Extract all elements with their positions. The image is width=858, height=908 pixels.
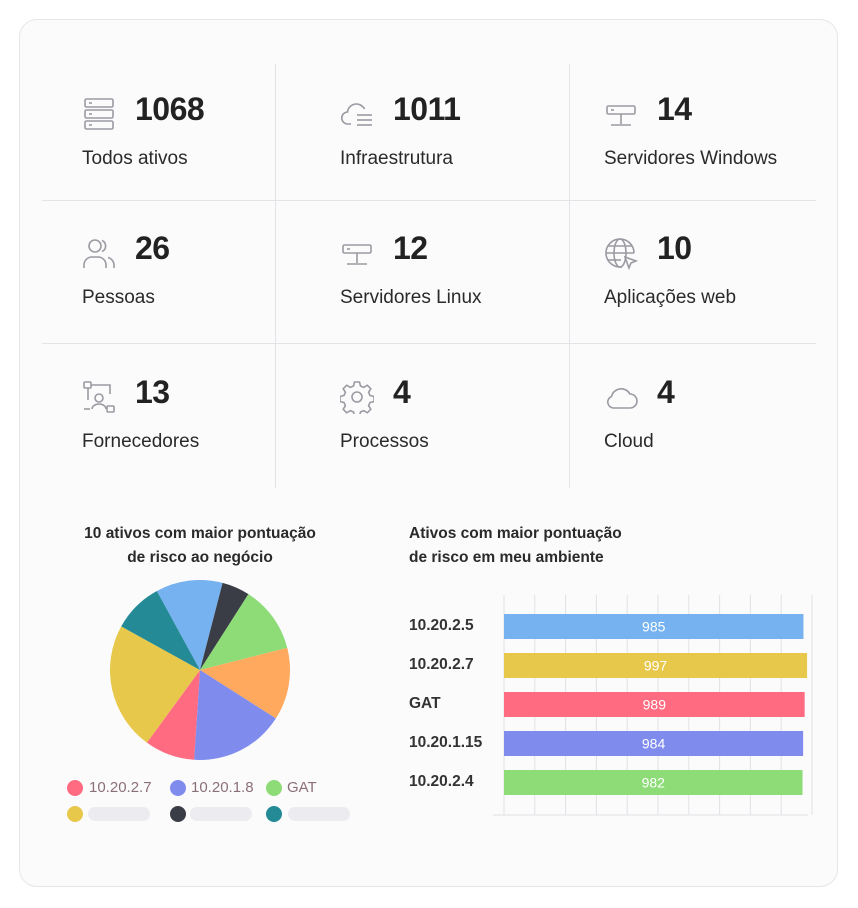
cloud-icon [604,380,638,414]
stat-label: Fornecedores [82,431,200,452]
legend-swatch [67,780,83,796]
pie-slice[interactable] [109,626,200,743]
stat-count: 13 [135,374,170,410]
stat-label: Cloud [604,431,654,452]
stat-label: Pessoas [82,287,155,308]
supplier-network-icon [82,380,116,414]
grid-divider [569,64,570,488]
legend-placeholder [288,807,350,821]
pie-slice[interactable] [194,670,276,760]
stat-label: Aplicações web [604,287,737,308]
bar-chart-title: Ativos com maior pontuação de risco em m… [409,525,622,566]
stat-count: 1068 [135,91,205,127]
legend-swatch [170,806,186,822]
bar-category-label: 10.20.2.4 [409,773,474,790]
grid-divider [275,64,276,488]
stat-label: Infraestrutura [340,148,453,169]
legend-label: 10.20.2.7 [89,779,152,796]
stat-pessoas[interactable]: 26 Pessoas [82,230,322,336]
stat-count: 10 [657,230,692,266]
stat-todos-ativos[interactable]: 1068 Todos ativos [82,91,322,197]
bar-chart: 985 997 989 984 982 [493,595,813,816]
pie-slice[interactable] [146,670,200,760]
legend-swatch [67,806,83,822]
stat-servidores-linux[interactable]: 12 Servidores Linux [340,230,580,336]
bar-category-label: 10.20.1.15 [409,734,483,751]
stat-count: 4 [657,374,675,410]
pie-chart [109,580,290,760]
bar-value-label: 984 [642,736,666,752]
server-icon [340,236,374,270]
legend-label: GAT [287,779,317,796]
stat-processos[interactable]: 4 Processos [339,374,580,480]
bar-value-label: 997 [644,658,668,674]
stat-label: Servidores Windows [604,148,778,169]
legend-placeholder [88,807,150,821]
stat-servidores-windows[interactable]: 14 Servidores Windows [604,91,844,197]
bar-category-label: GAT [409,695,441,712]
stat-count: 26 [135,230,170,266]
bar[interactable] [504,653,808,678]
globe-cursor-icon [604,236,639,271]
stat-count: 14 [657,91,692,127]
bar[interactable] [504,692,805,717]
pie-chart-title: 10 ativos com maior pontuação de risco a… [84,525,316,566]
stat-count: 4 [393,374,411,410]
stat-count: 1011 [393,91,461,127]
stat-label: Processos [340,431,429,452]
bar[interactable] [504,731,804,756]
stat-count: 12 [393,230,428,266]
gear-icon [339,380,375,417]
pie-slice[interactable] [121,591,200,670]
bar[interactable] [504,614,804,639]
stat-cloud[interactable]: 4 Cloud [604,374,844,480]
grid-divider [42,343,816,344]
stat-infraestrutura[interactable]: 1011 Infraestrutura [340,91,580,197]
bar-category-label: 10.20.2.5 [409,617,474,634]
legend-swatch [170,780,186,796]
stat-label: Servidores Linux [340,287,482,308]
bar-value-label: 985 [642,619,666,635]
grid-divider [42,200,816,201]
cloud-list-icon [340,97,374,131]
bar-value-label: 982 [642,775,666,791]
stat-label: Todos ativos [82,148,188,169]
people-icon [82,236,116,270]
server-icon [604,97,638,131]
pie-slice[interactable] [200,582,249,670]
bar[interactable] [504,770,803,795]
pie-slice[interactable] [200,647,290,719]
pie-slice[interactable] [200,594,288,670]
stat-fornecedores[interactable]: 13 Fornecedores [82,374,322,480]
bar-category-label: 10.20.2.7 [409,656,474,673]
legend-placeholder [190,807,252,821]
stats-grid [42,64,816,488]
server-stack-icon [82,97,116,131]
stat-aplicacoes-web[interactable]: 10 Aplicações web [604,230,844,336]
bar-value-label: 989 [643,697,667,713]
legend-label: 10.20.1.8 [191,779,254,796]
pie-slice[interactable] [156,580,223,670]
legend-swatch [266,780,282,796]
legend-swatch [266,806,282,822]
